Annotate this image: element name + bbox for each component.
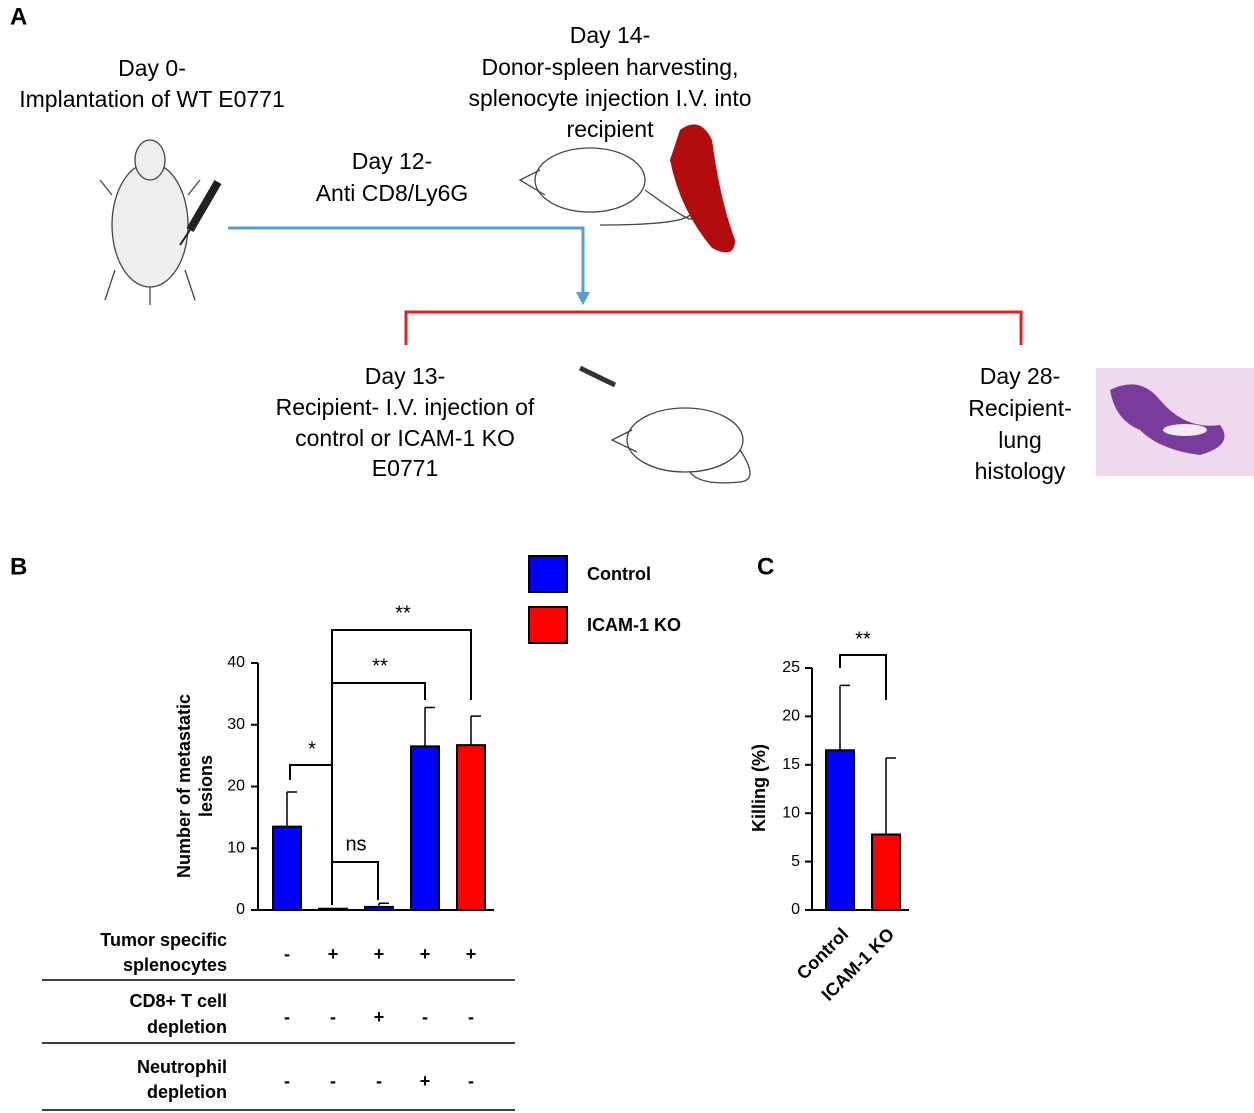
condition-label: CD8+ T cell	[129, 991, 227, 1011]
error-bar	[470, 715, 481, 746]
error-bar	[424, 706, 435, 747]
step-text: Donor-spleen harvesting,	[482, 54, 739, 80]
significance-label: **	[372, 655, 388, 677]
y-tick-label: 10	[227, 839, 245, 856]
condition-sign: -	[468, 1071, 474, 1091]
arrowhead	[576, 292, 590, 305]
condition-sign: -	[330, 1071, 336, 1091]
condition-sign: +	[466, 944, 477, 964]
significance-label: **	[855, 628, 871, 650]
step-text: E0771	[372, 455, 439, 481]
y-tick-label: 30	[227, 716, 245, 733]
legend-swatch	[528, 606, 568, 644]
step-text: Day 13-	[365, 363, 446, 389]
step-text: recipient	[567, 116, 655, 142]
y-tick-label: 0	[236, 901, 245, 918]
y-axis-label: Killing (%)	[749, 744, 769, 832]
bar	[364, 905, 394, 911]
y-tick-label: 20	[227, 778, 245, 795]
condition-sign: +	[420, 944, 431, 964]
step-text: splenocyte injection I.V. into	[469, 85, 752, 111]
panel-label: C	[757, 553, 774, 580]
step-text: control or ICAM-1 KO	[295, 425, 515, 451]
mouse-side	[518, 147, 693, 226]
mouse-side-2	[610, 407, 751, 484]
error-bar	[885, 757, 896, 835]
condition-label: Tumor specific	[100, 930, 227, 950]
condition-sign: +	[374, 1007, 385, 1027]
bar	[871, 833, 901, 911]
significance-bracket	[332, 861, 379, 900]
significance-label: *	[308, 738, 316, 760]
condition-sign: -	[376, 1071, 382, 1091]
error-bar	[286, 791, 297, 827]
step-text: Day 12-	[352, 148, 433, 174]
error-bar	[839, 684, 850, 751]
condition-label: splenocytes	[123, 955, 227, 975]
bar	[272, 825, 302, 912]
y-tick-label: 5	[791, 853, 800, 870]
legend-swatch	[528, 555, 568, 593]
panel-label: B	[10, 553, 27, 580]
y-tick-label: 15	[782, 756, 800, 773]
significance-bracket	[331, 682, 426, 905]
condition-sign: +	[420, 1071, 431, 1091]
bar	[825, 749, 855, 912]
y-tick-label: 10	[782, 804, 800, 821]
condition-sign: +	[328, 944, 339, 964]
significance-bracket	[839, 654, 887, 700]
error-bar	[378, 902, 389, 907]
condition-sign: +	[374, 944, 385, 964]
charts: B 0 10 20 30 40 Number of metastatic lesions Con…	[10, 553, 909, 1111]
y-tick-label: 40	[227, 654, 245, 671]
step-text: Day 14-	[570, 22, 651, 48]
syringe-2	[578, 365, 617, 388]
step-text: histology	[975, 458, 1066, 484]
syringe	[179, 179, 222, 246]
condition-sign: -	[284, 1007, 290, 1027]
step-text: Day 28-	[980, 363, 1061, 389]
condition-sign: -	[330, 1007, 336, 1027]
step-text: lung	[998, 427, 1041, 453]
condition-label: depletion	[147, 1017, 227, 1037]
step-text: Implantation of WT E0771	[19, 86, 285, 112]
mouse-top	[99, 139, 201, 305]
y-axis-label: lesions	[196, 755, 216, 817]
significance-label: ns	[345, 833, 366, 855]
condition-sign: -	[468, 1007, 474, 1027]
step-text: Recipient- I.V. injection of	[276, 394, 535, 420]
significance-bracket	[331, 629, 472, 700]
timeline-red	[404, 310, 1023, 345]
significance-label: **	[395, 602, 411, 624]
chart: B 0 10 20 30 40 Number of metastatic lesions Con…	[10, 553, 681, 1111]
y-axis-label: Number of metastatic	[174, 694, 194, 878]
artwork	[99, 124, 1254, 484]
step-text: Anti CD8/Ly6G	[316, 180, 469, 206]
timeline-blue	[228, 226, 585, 292]
condition-sign: -	[422, 1007, 428, 1027]
condition-sign: -	[284, 944, 290, 964]
legend-label: Control	[587, 564, 651, 584]
legend-label: ICAM-1 KO	[587, 615, 681, 635]
bar	[456, 744, 486, 911]
condition-label: Neutrophil	[137, 1057, 227, 1077]
step-text: Recipient-	[968, 395, 1072, 421]
y-tick-label: 25	[782, 659, 800, 676]
y-tick-label: 20	[782, 708, 800, 725]
spleen	[670, 124, 735, 253]
panel-label: A	[10, 3, 27, 30]
condition-sign: -	[284, 1071, 290, 1091]
y-tick-label: 0	[791, 901, 800, 918]
histology	[1096, 368, 1254, 476]
step-text: Day 0-	[118, 55, 186, 81]
bar	[410, 745, 440, 911]
condition-label: depletion	[147, 1082, 227, 1102]
